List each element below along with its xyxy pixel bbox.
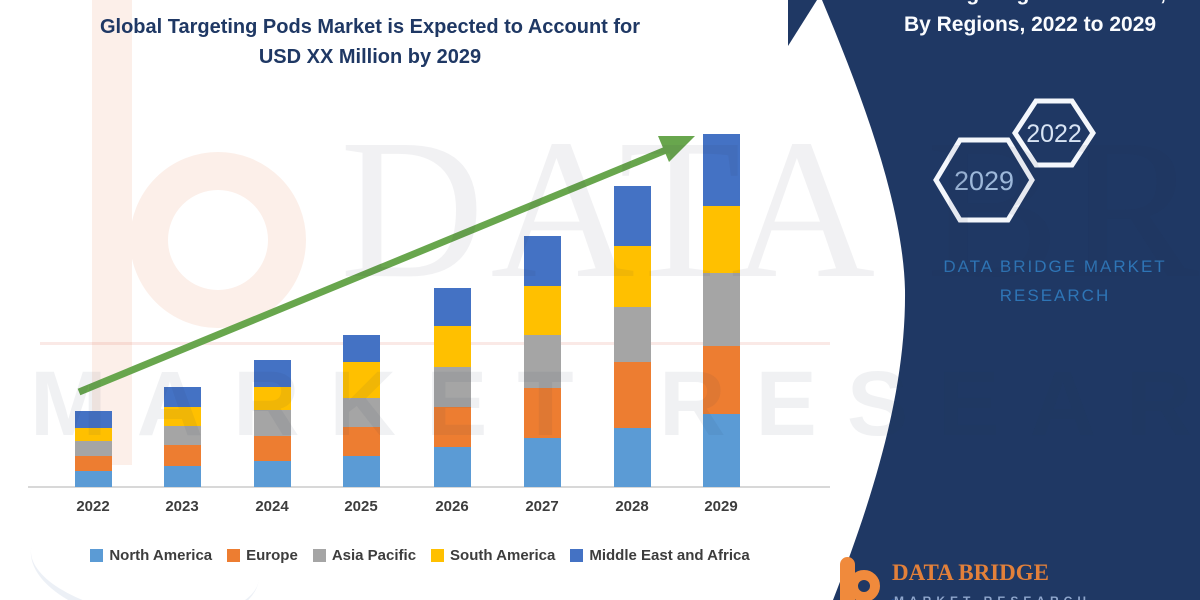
- stacked-bar-2025: [343, 335, 380, 487]
- footer-logo-subname: MARKET RESEARCH: [894, 594, 1091, 600]
- legend-item: Europe: [227, 547, 298, 564]
- bar-segment: [703, 206, 740, 273]
- footer-logo-b-bowl-icon: [848, 570, 880, 600]
- bar-segment: [524, 388, 561, 438]
- x-axis-label: 2022: [76, 498, 110, 515]
- legend-label: North America: [109, 547, 213, 564]
- bar-segment: [343, 335, 380, 362]
- stacked-bar-2023: [164, 387, 201, 487]
- stacked-bar-2024: [254, 360, 291, 487]
- bar-segment: [703, 273, 740, 346]
- legend-label: Europe: [246, 547, 298, 564]
- bar-segment: [254, 436, 291, 461]
- x-axis-label: 2026: [435, 498, 469, 515]
- x-axis-label: 2025: [344, 498, 378, 515]
- bar-segment: [254, 461, 291, 487]
- side-panel-top-wedge: [788, 0, 817, 46]
- bar-segment: [524, 335, 561, 388]
- bar-segment: [434, 326, 471, 367]
- x-axis-label: 2023: [165, 498, 199, 515]
- x-axis-label: 2028: [615, 498, 649, 515]
- bar-segment: [75, 441, 112, 456]
- bar-segment: [75, 456, 112, 471]
- bar-segment: [614, 246, 651, 307]
- legend-swatch: [570, 549, 584, 562]
- bar-segment: [164, 407, 201, 426]
- bar-segment: [343, 456, 380, 487]
- legend-swatch: [90, 549, 104, 562]
- stacked-bar-2029: [703, 134, 740, 487]
- chart-title: Global Targeting Pods Market is Expected…: [40, 12, 700, 72]
- stacked-bar-2027: [524, 236, 561, 487]
- bar-segment: [75, 411, 112, 428]
- bar-segment: [614, 186, 651, 246]
- bar-segment: [434, 288, 471, 326]
- hexagon-2029: [933, 137, 1035, 223]
- bar-segment: [614, 307, 651, 362]
- legend-swatch: [431, 549, 445, 562]
- stacked-bar-2028: [614, 186, 651, 487]
- bar-segment: [703, 346, 740, 414]
- footer-logo-name: DATA BRIDGE: [892, 560, 1049, 585]
- x-axis-line: [28, 486, 830, 488]
- bar-segment: [164, 466, 201, 487]
- panel-heading-line2: By Regions, 2022 to 2029: [903, 13, 1157, 36]
- legend-item: Middle East and Africa: [570, 547, 750, 564]
- bar-segment: [75, 471, 112, 487]
- hexagon-2029-label: 2029: [954, 166, 1014, 196]
- bar-segment: [75, 428, 112, 441]
- bar-segment: [524, 236, 561, 286]
- legend-label: South America: [450, 547, 556, 564]
- bar-segment: [614, 362, 651, 428]
- bar-segment: [343, 398, 380, 427]
- panel-brand-line2: RESEARCH: [999, 286, 1111, 305]
- trend-arrow-shaft: [77, 146, 668, 396]
- hexagon-2022-label: 2022: [1026, 120, 1082, 148]
- footer-logo: DATA BRIDGE MARKET RESEARCH: [835, 554, 1166, 600]
- bar-segment: [254, 360, 291, 387]
- side-panel-shape: [822, 0, 1200, 600]
- legend: North America Europe Asia Pacific South Ame…: [30, 547, 810, 564]
- x-axis-label: 2024: [255, 498, 289, 515]
- x-axis-label: 2029: [704, 498, 738, 515]
- bar-segment: [164, 426, 201, 445]
- bar-segment: [614, 428, 651, 487]
- bar-segment: [434, 367, 471, 407]
- trend-arrow-head: [658, 136, 695, 162]
- hexagon-2022: [1012, 98, 1096, 168]
- panel-heading-line1: Global Targeting Pods Market,: [830, 0, 1200, 6]
- bar-segment: [434, 447, 471, 487]
- bar-segment: [434, 407, 471, 447]
- stacked-bar-2022: [75, 411, 112, 487]
- legend-label: Asia Pacific: [331, 547, 417, 564]
- panel-brand-line1: DATA BRIDGE MARKET: [943, 257, 1167, 276]
- stacked-bar-2026: [434, 288, 471, 487]
- bar-segment: [524, 438, 561, 487]
- bar-segment: [164, 387, 201, 407]
- bar-segment: [524, 286, 561, 335]
- legend-item: North America: [90, 547, 212, 564]
- legend-swatch: [312, 549, 326, 562]
- legend-item: Asia Pacific: [312, 547, 417, 564]
- x-axis-label: 2027: [525, 498, 559, 515]
- bar-segment: [703, 414, 740, 487]
- chart-title-line1: Global Targeting Pods Market is Expected…: [99, 16, 641, 38]
- bar-segment: [703, 134, 740, 206]
- bar-segment: [343, 362, 380, 398]
- bar-segment: [164, 445, 201, 466]
- panel-brand: DATA BRIDGE MARKET RESEARCH: [905, 252, 1200, 310]
- chart-title-line2: USD XX Million by 2029: [258, 46, 482, 68]
- legend-swatch: [227, 549, 241, 562]
- legend-item: South America: [431, 547, 555, 564]
- legend-label: Middle East and Africa: [589, 547, 750, 564]
- bar-segment: [254, 387, 291, 410]
- bar-segment: [343, 427, 380, 456]
- bar-segment: [254, 410, 291, 436]
